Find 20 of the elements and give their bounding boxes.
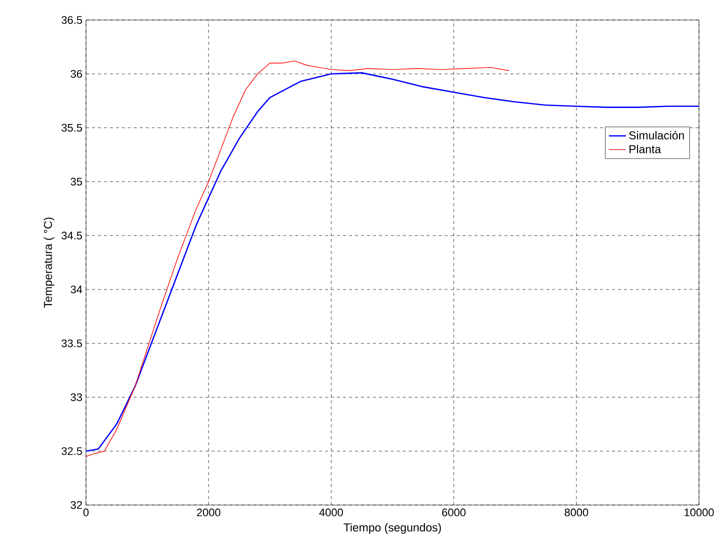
y-tick-label: 32.5 xyxy=(62,447,82,455)
x-tick-label: 4000 xyxy=(319,508,343,516)
y-tick-label: 33 xyxy=(70,393,82,402)
y-axis-title: Temperatura ( °C) xyxy=(44,218,54,308)
y-tick-label: 32 xyxy=(70,501,82,509)
y-tick-label: 36 xyxy=(70,70,82,78)
x-tick-label: 6000 xyxy=(442,508,466,516)
y-tick-label: 33.5 xyxy=(62,339,82,348)
x-axis-title: Tiempo (segundos) xyxy=(344,523,441,534)
y-tick-label: 34.5 xyxy=(62,232,82,240)
x-tick-label: 2000 xyxy=(196,508,220,516)
x-tick-label: 10000 xyxy=(684,508,714,516)
x-tick-label: 8000 xyxy=(564,508,588,516)
legend-label: Simulación xyxy=(629,130,684,140)
y-tick-label: 35 xyxy=(70,178,82,186)
legend-label: Planta xyxy=(630,144,662,154)
y-tick-label: 35.5 xyxy=(62,124,82,132)
x-tick-label: 0 xyxy=(83,508,89,516)
y-tick-label: 36.5 xyxy=(62,16,82,24)
y-tick-label: 34 xyxy=(70,286,82,294)
